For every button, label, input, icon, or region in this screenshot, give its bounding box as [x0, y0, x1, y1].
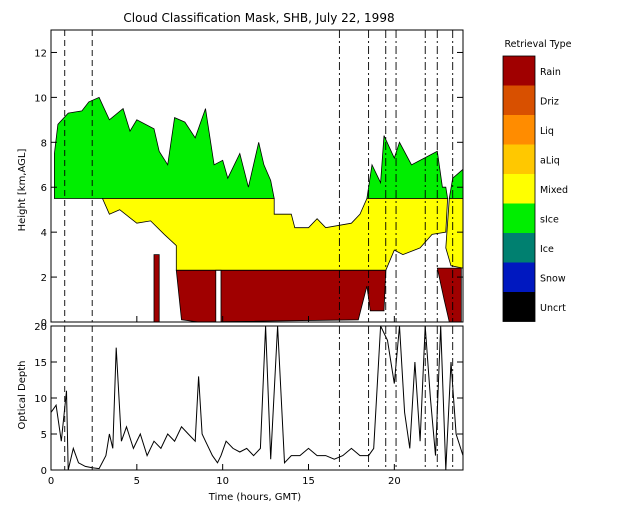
- mixed-region-2: [445, 198, 464, 269]
- legend-swatch: [503, 85, 535, 115]
- bottom-y-tick-label: 20: [34, 322, 47, 333]
- rain-gap: [215, 269, 222, 323]
- legend-label: Uncrt: [540, 303, 566, 314]
- legend-label: sIce: [540, 214, 559, 225]
- top-y-tick-label: 4: [41, 228, 47, 239]
- legend-swatch: [503, 56, 535, 86]
- top-y-tick-label: 0: [41, 318, 47, 329]
- legend-label: aLiq: [540, 155, 560, 166]
- bottom-y-tick-label: 0: [41, 466, 47, 477]
- x-tick-label: 15: [302, 476, 315, 487]
- legend-label: Driz: [540, 96, 559, 107]
- x-tick-label: 5: [134, 476, 140, 487]
- rain-region-1: [175, 269, 387, 323]
- x-tick-label: 20: [388, 476, 401, 487]
- rain-region-2: [153, 254, 160, 323]
- legend-label: Mixed: [540, 185, 568, 196]
- legend-swatch: [503, 262, 535, 292]
- top-y-tick-label: 12: [34, 48, 47, 59]
- chart-title: Cloud Classification Mask, SHB, July 22,…: [123, 11, 394, 25]
- top-y-tick-label: 2: [41, 273, 47, 284]
- legend-title: Retrieval Type: [504, 39, 571, 50]
- legend-frame: [502, 55, 536, 322]
- rain-region-3: [436, 267, 462, 323]
- sice-region-1: [54, 96, 275, 199]
- classification-panel: 0 2 4 6 8 10 12: [34, 29, 464, 329]
- top-y-tick-label: 8: [41, 138, 47, 149]
- legend-label: Rain: [540, 67, 561, 78]
- top-y-tick-label: 6: [41, 183, 47, 194]
- legend-swatch: [503, 292, 535, 322]
- optical-depth-panel: 0 5 10 15 20 0 5 10 15 20: [34, 322, 464, 487]
- legend-label: Ice: [540, 244, 554, 255]
- top-ylabel: Height [km,AGL]: [17, 149, 28, 232]
- legend-swatch: [503, 203, 535, 233]
- bottom-ylabel: Optical Depth: [17, 361, 28, 430]
- x-tick-label: 0: [48, 476, 54, 487]
- top-plot-frame: [50, 29, 464, 323]
- legend-label: Snow: [540, 273, 566, 284]
- optical-depth-line: [50, 325, 464, 471]
- sice-region-2: [366, 135, 449, 199]
- legend: Rain Driz Liq aLiq Mixed sIce Ice Snow Uncrt: [502, 55, 568, 322]
- legend-swatch: [503, 144, 535, 174]
- x-axis-label: Time (hours, GMT): [208, 492, 302, 503]
- bottom-y-tick-label: 10: [34, 394, 47, 405]
- bottom-y-tick-label: 5: [41, 430, 47, 441]
- legend-label: Liq: [540, 126, 554, 137]
- legend-swatch: [503, 233, 535, 263]
- legend-swatch: [503, 115, 535, 145]
- top-y-tick-label: 10: [34, 93, 47, 104]
- bottom-y-tick-label: 15: [34, 358, 47, 369]
- x-tick-label: 10: [216, 476, 229, 487]
- sice-region-3: [448, 168, 464, 199]
- mixed-region-1: [101, 198, 449, 271]
- legend-swatch: [503, 174, 535, 204]
